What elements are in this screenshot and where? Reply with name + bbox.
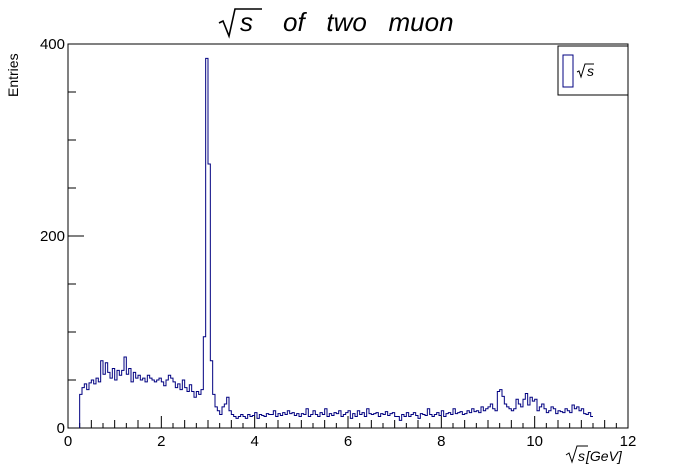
x-axis-label-symbol: s	[578, 448, 585, 464]
legend-swatch	[562, 54, 574, 88]
legend-label: s	[576, 63, 594, 79]
x-axis-label: s [GeV]	[565, 445, 623, 464]
x-tick-label: 12	[620, 433, 637, 450]
plot-frame	[67, 43, 629, 429]
x-tick-label: 4	[250, 433, 258, 450]
y-tick-label: 400	[40, 36, 65, 53]
y-tick-label: 0	[57, 420, 65, 437]
title-sqrt-argument: s	[240, 7, 253, 37]
legend: s	[557, 45, 629, 96]
title-text: of two muon	[283, 7, 454, 37]
chart-title: s of two muon	[218, 7, 454, 39]
x-tick-label: 2	[157, 433, 165, 450]
y-axis-label-text: Entries	[5, 53, 21, 97]
x-axis-label-text: [GeV]	[585, 448, 623, 464]
x-axis-ticks	[67, 416, 629, 428]
title-sqrt-symbol: s	[218, 7, 262, 39]
y-axis-ticks	[68, 43, 84, 429]
y-tick-label: 200	[40, 228, 65, 245]
x-tick-label: 8	[437, 433, 445, 450]
y-axis-label: Entries	[5, 53, 21, 97]
x-tick-label: 6	[344, 433, 352, 450]
x-tick-label: 10	[526, 433, 543, 450]
x-tick-label: 0	[64, 433, 72, 450]
y-axis-tick-labels: 0 200 400	[40, 36, 65, 437]
histogram-series-line	[79, 57, 593, 428]
x-axis-tick-labels: 0 2 4 6 8 10 12	[64, 433, 637, 450]
legend-label-text: s	[587, 63, 594, 79]
